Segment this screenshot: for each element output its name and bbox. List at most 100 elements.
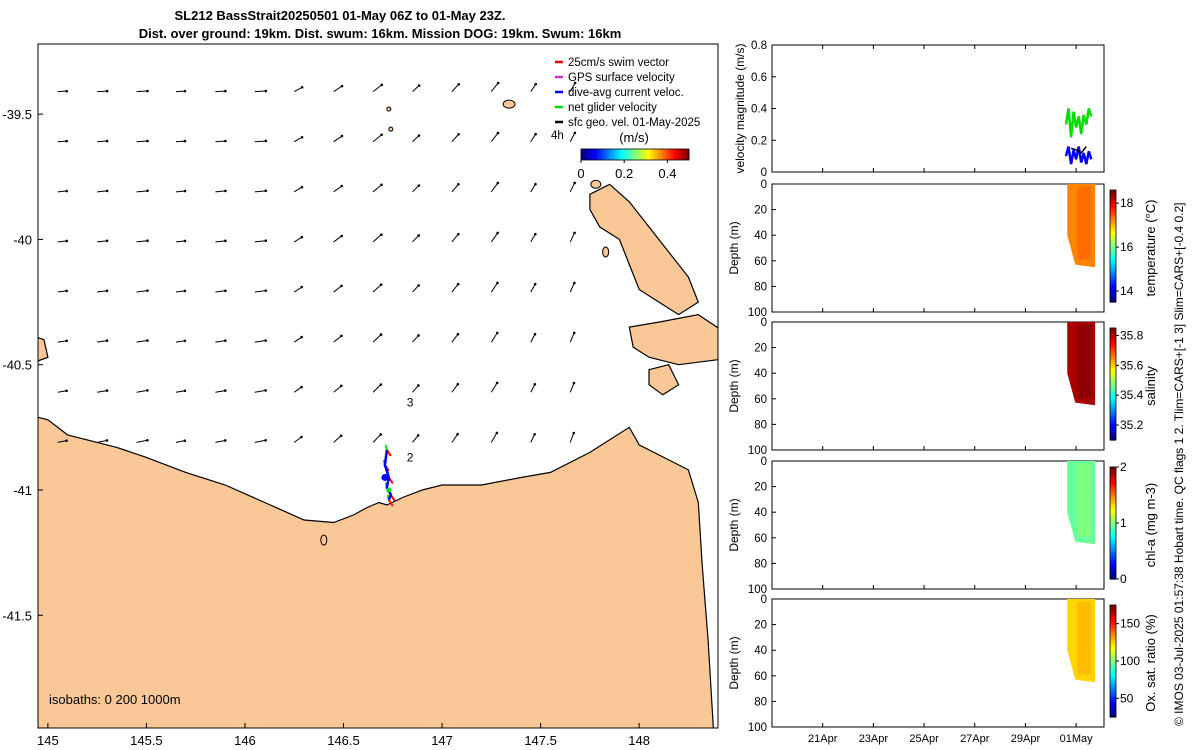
profile-colorbar-cell <box>1110 691 1116 696</box>
sfc-velocity-arrowhead <box>379 333 383 336</box>
profile-colorbar-cell <box>1110 356 1116 360</box>
profile-colorbar-cell <box>1110 282 1116 286</box>
map-colorbar-cell <box>607 149 610 160</box>
profile-colorbar-cell <box>1110 204 1116 208</box>
profile-colorbar-cell <box>1110 198 1116 202</box>
profile-colorbar-cell <box>1110 192 1116 197</box>
profile-colorbar-cell <box>1110 534 1116 538</box>
sfc-velocity-arrowhead <box>380 133 383 137</box>
profile-colorbar-cell <box>1110 545 1116 549</box>
profile-colorbar-cell <box>1110 619 1116 623</box>
profile-colorbar-cell <box>1110 537 1116 541</box>
sfc-velocity-vector <box>569 232 575 243</box>
profile-colorbar-cell <box>1110 559 1116 563</box>
profile-colorbar-cell <box>1110 381 1116 385</box>
profile-colorbar-cell <box>1110 223 1116 227</box>
sfc-velocity-arrowhead <box>264 389 267 392</box>
profile-colorbar-cell <box>1110 293 1116 297</box>
profile-colorbar-cell <box>1110 680 1116 684</box>
sfc-velocity-arrowhead <box>534 182 537 186</box>
legend-entry: 25cm/s swim vector <box>568 57 669 69</box>
profile-colorbar-cell <box>1110 478 1116 482</box>
profile-colorbar-cell <box>1110 551 1116 555</box>
sfc-velocity-vector <box>215 390 226 393</box>
profile-colorbar-cell <box>1110 677 1116 682</box>
sfc-velocity-arrowhead <box>105 389 109 392</box>
map-colorbar-tick-label: 0 <box>577 166 584 181</box>
profile-colorbar-cell <box>1110 409 1116 413</box>
sfc-velocity-vector <box>490 182 499 193</box>
map-colorbar-cell <box>659 149 662 160</box>
sfc-velocity-vector <box>333 285 342 293</box>
profile-colorbar-cell <box>1110 358 1116 363</box>
legend-entry: dive-avg current veloc. <box>568 87 684 99</box>
sfc-velocity-vector <box>490 382 498 393</box>
profile-colorbar-cell <box>1110 201 1116 205</box>
sfc-velocity-vector <box>530 133 537 142</box>
sfc-velocity-vector <box>490 332 498 343</box>
sfc-velocity-vector <box>451 283 459 293</box>
sfc-velocity-vector <box>136 439 148 443</box>
profile-colorbar-cell <box>1110 268 1116 272</box>
profile-colorbar-cell <box>1110 279 1116 283</box>
profile-colorbar-cell <box>1110 403 1116 407</box>
figure-title-line2: Dist. over ground: 19km. Dist. swum: 16k… <box>138 26 622 41</box>
sfc-velocity-vector <box>57 140 67 143</box>
map-colorbar-label: (m/s) <box>619 130 649 145</box>
sfc-velocity-arrowhead <box>456 232 460 236</box>
small-island <box>386 106 392 112</box>
profile-colorbar-tick-label: 100 <box>1120 654 1140 668</box>
sfc-velocity-arrowhead <box>417 84 421 87</box>
velocity-y-tick-label: 0.6 <box>751 72 767 84</box>
sfc-velocity-vector <box>97 439 108 443</box>
profile-colorbar-cell <box>1110 503 1116 507</box>
map-colorbar-cell <box>629 149 632 160</box>
profile-colorbar-cell <box>1110 573 1116 577</box>
sfc-velocity-arrowhead <box>264 239 268 243</box>
sfc-velocity-vector <box>333 235 342 243</box>
map-colorbar-cell <box>585 149 588 160</box>
sfc-velocity-arrowhead <box>105 139 109 143</box>
sfc-velocity-arrowhead <box>223 439 227 442</box>
sfc-velocity-arrowhead <box>417 384 420 387</box>
sfc-velocity-arrowhead <box>105 239 109 243</box>
sfc-velocity-vector <box>97 390 108 393</box>
profile-colorbar-cell <box>1110 675 1116 679</box>
sfc-velocity-arrowhead <box>417 184 421 187</box>
profile-colorbar-cell <box>1110 531 1116 535</box>
profile-colorbar-tick-label: 0 <box>1120 572 1127 586</box>
profile-colorbar-cell <box>1110 605 1116 609</box>
depth-tick-label: 20 <box>754 482 767 494</box>
sfc-velocity-vector <box>451 233 459 243</box>
map-colorbar-cell <box>651 149 654 160</box>
sfc-velocity-arrowhead <box>300 285 304 289</box>
profile-colorbar-cell <box>1110 658 1116 662</box>
sfc-velocity-arrowhead <box>573 131 577 135</box>
map-colorbar-cell <box>665 149 668 160</box>
cape-barren-island <box>628 313 718 366</box>
sfc-velocity-vector <box>530 183 536 193</box>
sfc-velocity-vector <box>372 184 382 193</box>
profile-colorbar-cell <box>1110 431 1116 435</box>
sfc-velocity-vector <box>136 140 148 143</box>
sfc-velocity-arrowhead <box>65 189 68 193</box>
time-tick-label: 25Apr <box>909 733 939 745</box>
sfc-velocity-arrowhead <box>183 289 187 293</box>
profile-colorbar-cell <box>1110 517 1116 521</box>
sfc-velocity-vector <box>215 340 226 343</box>
profile-colorbar-cell <box>1110 708 1116 712</box>
figure-title-line1: SL212 BassStrait20250501 01-May 06Z to 0… <box>174 8 506 23</box>
sfc-velocity-arrowhead <box>224 89 227 93</box>
profile-colorbar-cell <box>1110 398 1116 402</box>
profile-colorbar-cell <box>1110 353 1116 357</box>
profile-colorbar-cell <box>1110 627 1116 631</box>
profile-colorbar-cell <box>1110 262 1116 267</box>
depth-tick-label: 0 <box>761 594 767 606</box>
map-colorbar-cell <box>591 149 594 160</box>
sfc-velocity-arrowhead <box>339 434 343 438</box>
profile-colorbar-cell <box>1110 209 1116 213</box>
sfc-velocity-vector <box>333 335 342 343</box>
profile-colorbar-cell <box>1110 652 1116 656</box>
map-colorbar-cell <box>661 149 664 160</box>
net-velocity-marker <box>386 487 392 493</box>
